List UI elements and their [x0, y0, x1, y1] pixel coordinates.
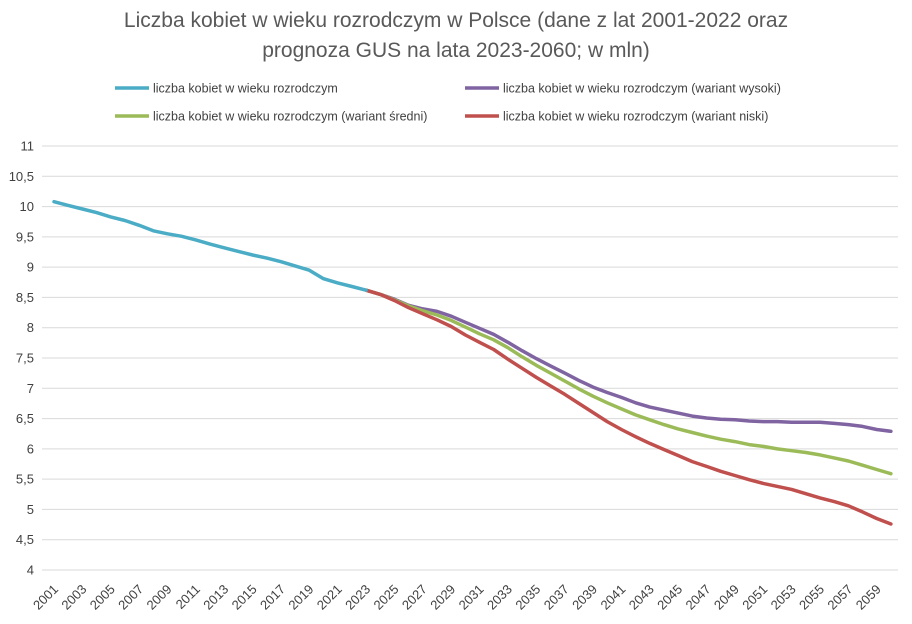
legend-label: liczba kobiet w wieku rozrodczym (warian…: [503, 82, 781, 96]
y-tick-label: 6,5: [16, 411, 34, 426]
x-tick-label: 2019: [285, 582, 316, 613]
y-tick-label: 9: [27, 260, 34, 275]
y-tick-label: 6: [27, 441, 34, 456]
gridlines: [42, 145, 898, 571]
y-tick-label: 9,5: [16, 229, 34, 244]
legend-label: liczba kobiet w wieku rozrodczym (warian…: [503, 110, 768, 124]
x-tick-label: 2035: [512, 582, 543, 613]
y-tick-label: 11: [21, 139, 35, 154]
series-line-2: [364, 288, 893, 476]
x-tick-label: 2011: [173, 582, 203, 612]
x-tick-label: 2033: [484, 582, 515, 613]
series-line-0: [52, 199, 368, 292]
y-tick-label: 4: [27, 563, 34, 578]
x-tick-label: 2041: [597, 582, 628, 613]
x-tick-label: 2001: [30, 582, 61, 613]
x-tick-label: 2025: [371, 582, 402, 613]
y-tick-label: 10,5: [9, 169, 34, 184]
y-tick-label: 7: [27, 381, 34, 396]
x-tick-label: 2045: [654, 582, 685, 613]
y-tick-label: 10: [20, 199, 34, 214]
x-tick-label: 2029: [427, 582, 458, 613]
y-tick-label: 4,5: [16, 532, 34, 547]
x-tick-label: 2023: [342, 582, 373, 613]
x-tick-label: 2007: [115, 582, 146, 613]
x-tick-label: 2037: [541, 582, 572, 613]
y-axis: 11 10,5 10 9,5 9 8,5 8 7,5 7 6,5 6 5,5 5 4,5 4: [9, 139, 34, 578]
y-tick-label: 8: [27, 320, 34, 335]
x-tick-label: 2017: [257, 582, 288, 613]
x-tick-label: 2015: [229, 582, 260, 613]
x-tick-label: 2059: [853, 582, 884, 613]
x-tick-label: 2003: [58, 582, 89, 613]
x-tick-label: 2013: [200, 582, 231, 613]
x-tick-label: 2057: [824, 582, 855, 613]
x-tick-label: 2043: [626, 582, 657, 613]
chart-title-line-1: Liczba kobiet w wieku rozrodczym w Polsc…: [123, 9, 789, 32]
x-tick-label: 2027: [399, 582, 430, 613]
x-tick-label: 2039: [569, 582, 600, 613]
y-tick-label: 7,5: [16, 351, 34, 366]
x-tick-label: 2051: [739, 582, 770, 613]
x-tick-label: 2009: [144, 582, 175, 613]
x-tick-label: 2031: [456, 582, 487, 613]
x-tick-label: 2047: [683, 582, 714, 613]
chart-title: Liczba kobiet w wieku rozrodczym w Polsc…: [0, 6, 912, 66]
legend: liczba kobiet w wieku rozrodczym liczba k…: [115, 82, 781, 124]
x-tick-label: 2021: [314, 582, 345, 613]
series-lines: [52, 199, 893, 526]
x-tick-label: 2055: [796, 582, 827, 613]
y-tick-label: 5: [27, 502, 34, 517]
chart-title-line-2: prognoza GUS na lata 2023-2060; w mln): [262, 39, 650, 62]
series-line-1: [364, 288, 893, 434]
y-tick-label: 8,5: [16, 290, 34, 305]
legend-label: liczba kobiet w wieku rozrodczym: [153, 82, 338, 96]
legend-label: liczba kobiet w wieku rozrodczym (warian…: [153, 110, 427, 124]
y-tick-label: 5,5: [16, 472, 34, 487]
x-tick-label: 2053: [768, 582, 799, 613]
x-tick-label: 2049: [711, 582, 742, 613]
x-tick-label: 2005: [87, 582, 118, 613]
series-line-3: [364, 288, 893, 526]
x-axis: 2001200320052007200920112013201520172019…: [30, 582, 884, 613]
